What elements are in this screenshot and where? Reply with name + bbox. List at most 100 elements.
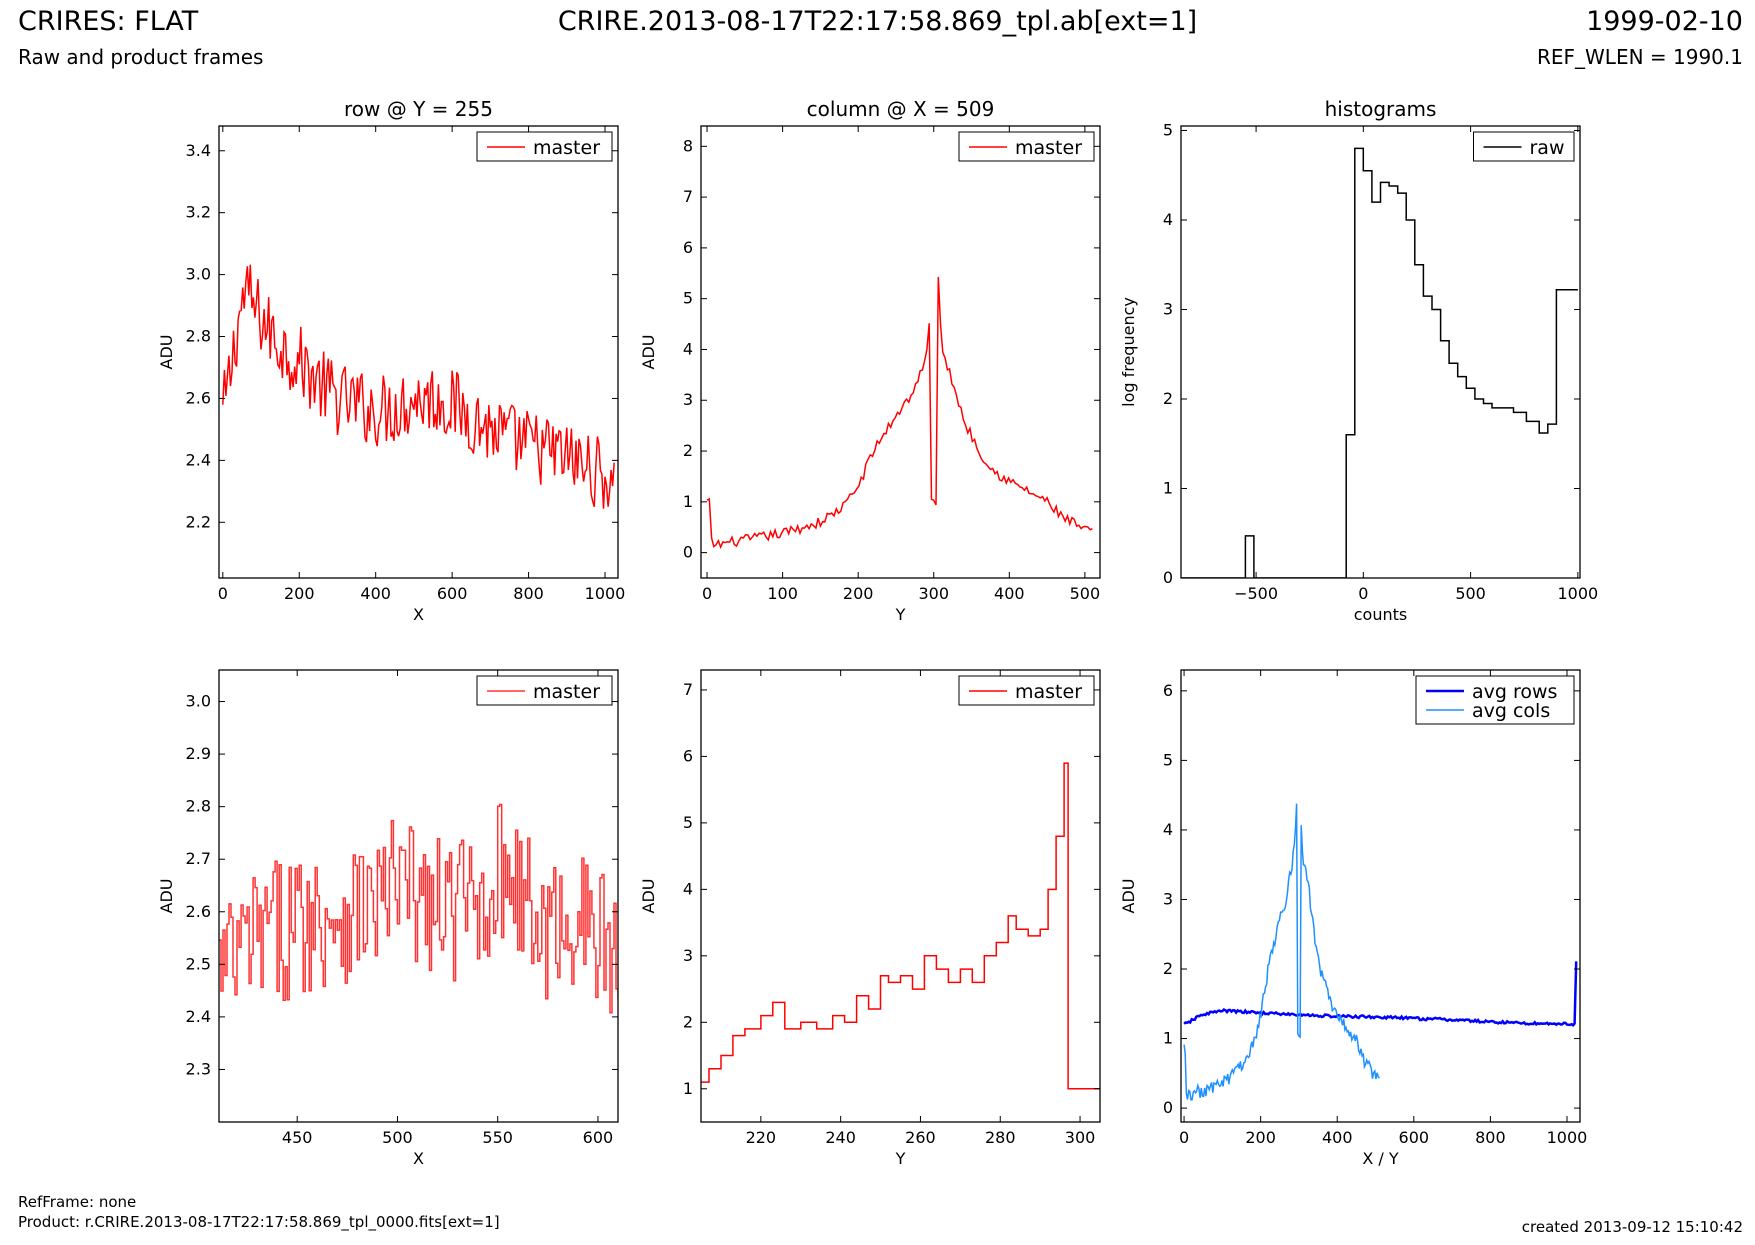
- chart-title: column @ X = 509: [807, 97, 995, 121]
- chart-averages: 0 200 400 600 800 1000 0 1 2 3 4 5 6 X / Y ADU avg rows…: [1119, 669, 1588, 1168]
- y-axis-label: ADU: [639, 335, 658, 370]
- x-tick-label: 400: [1322, 1128, 1353, 1147]
- y-tick-label: 5: [1163, 120, 1173, 139]
- x-tick-label: 200: [1245, 1128, 1276, 1147]
- y-tick-label: 5: [1163, 750, 1173, 769]
- legend-label: master: [1015, 137, 1082, 159]
- series-line-raw: [1181, 147, 1578, 578]
- y-tick-label: 3.0: [186, 692, 211, 711]
- y-tick-label: 6: [683, 746, 693, 765]
- y-tick-label: 3: [1163, 889, 1173, 908]
- y-tick-label: 2.7: [186, 849, 211, 868]
- chart-row_zoom: 450 500 550 600 2.3 2.4 2.5 2.6 2.7 2.8 2.9 3.0 X ADU…: [157, 669, 619, 1168]
- legend-label: master: [1015, 681, 1082, 703]
- y-tick-label: 6: [1163, 681, 1173, 700]
- y-tick-label: 1: [683, 492, 693, 511]
- y-tick-label: 2.3: [186, 1059, 211, 1078]
- series-line-avg-cols: [1183, 803, 1380, 1101]
- series-line-master: [706, 276, 1093, 550]
- y-tick-label: 0: [1163, 1098, 1173, 1117]
- x-tick-label: 100: [767, 584, 798, 603]
- axes-frame: [218, 125, 619, 579]
- x-tick-label: 260: [905, 1128, 936, 1147]
- y-axis-label: ADU: [639, 879, 658, 914]
- y-tick-label: 2: [1163, 389, 1173, 408]
- y-tick-label: 4: [683, 339, 693, 358]
- axes-frame: [700, 125, 1101, 579]
- axes-frame: [1180, 125, 1581, 579]
- x-tick-label: 400: [994, 584, 1025, 603]
- x-tick-label: 450: [282, 1128, 313, 1147]
- y-tick-label: 0: [1163, 568, 1173, 587]
- chart-title: histograms: [1325, 97, 1437, 121]
- x-axis-label: X / Y: [1362, 1149, 1399, 1168]
- x-tick-label: 0: [1358, 584, 1368, 603]
- axes-frame: [1180, 669, 1581, 1123]
- y-tick-label: 3.2: [186, 203, 211, 222]
- y-tick-label: 2.4: [186, 450, 211, 469]
- x-tick-label: 300: [1065, 1128, 1096, 1147]
- y-tick-label: 1: [1163, 1029, 1173, 1048]
- y-tick-label: 2: [683, 441, 693, 460]
- y-tick-label: 2.6: [186, 902, 211, 921]
- x-tick-label: 0: [218, 584, 228, 603]
- y-tick-label: 7: [683, 187, 693, 206]
- y-tick-label: 2: [1163, 959, 1173, 978]
- x-tick-label: 600: [1399, 1128, 1430, 1147]
- x-axis-label: X: [413, 1149, 424, 1168]
- x-tick-label: 200: [284, 584, 315, 603]
- series-line-master: [701, 762, 1100, 1090]
- y-tick-label: 2.9: [186, 744, 211, 763]
- x-tick-label: 500: [382, 1128, 413, 1147]
- y-tick-label: 8: [683, 136, 693, 155]
- chart-column_zoom: 220 240 260 280 300 1 2 3 4 5 6 7 Y ADU master: [639, 669, 1101, 1168]
- chart-title: row @ Y = 255: [344, 97, 493, 121]
- x-tick-label: 200: [843, 584, 874, 603]
- series-line-master: [222, 264, 615, 509]
- x-tick-label: 500: [1070, 584, 1101, 603]
- ref-frame-label: RefFrame: none: [18, 1193, 137, 1211]
- reference-wavelength: REF_WLEN = 1990.1: [1536, 45, 1743, 69]
- y-tick-label: 2.4: [186, 1007, 211, 1026]
- x-tick-label: 0: [1179, 1128, 1189, 1147]
- x-tick-label: 240: [825, 1128, 856, 1147]
- y-tick-label: 0: [683, 543, 693, 562]
- y-tick-label: 6: [683, 238, 693, 257]
- y-tick-label: 2.8: [186, 327, 211, 346]
- x-tick-label: 300: [918, 584, 949, 603]
- legend-box: [1415, 675, 1575, 725]
- page-subtitle: Raw and product frames: [18, 45, 264, 69]
- x-tick-label: 600: [583, 1128, 614, 1147]
- y-axis-label: log frequency: [1119, 297, 1138, 407]
- y-tick-label: 4: [1163, 210, 1173, 229]
- x-tick-label: 0: [702, 584, 712, 603]
- legend-label: avg rows: [1472, 681, 1557, 703]
- y-tick-label: 3: [683, 946, 693, 965]
- y-tick-label: 2: [683, 1012, 693, 1031]
- legend-label: master: [533, 137, 600, 159]
- x-tick-label: 550: [482, 1128, 513, 1147]
- x-tick-label: 280: [985, 1128, 1016, 1147]
- x-axis-label: counts: [1354, 605, 1407, 624]
- x-tick-label: 600: [437, 584, 468, 603]
- y-tick-label: 1: [683, 1079, 693, 1098]
- page-title: CRIRES: FLAT: [18, 6, 199, 37]
- y-axis-label: ADU: [157, 335, 176, 370]
- x-tick-label: 1000: [1547, 1128, 1588, 1147]
- y-tick-label: 5: [683, 813, 693, 832]
- product-label: Product: r.CRIRE.2013-08-17T22:17:58.869…: [18, 1213, 500, 1231]
- x-tick-label: −500: [1234, 584, 1278, 603]
- series-line-master: [219, 803, 618, 1014]
- y-tick-label: 7: [683, 680, 693, 699]
- x-tick-label: 1000: [1557, 584, 1598, 603]
- y-tick-label: 1: [1163, 478, 1173, 497]
- x-axis-label: Y: [895, 605, 906, 624]
- legend-box: [476, 131, 613, 162]
- legend-label: avg cols: [1472, 700, 1550, 722]
- x-tick-label: 800: [1475, 1128, 1506, 1147]
- chart-histogram: histograms −500 0 500 1000 0 1 2 3 4 5 counts log fr…: [1119, 97, 1598, 624]
- chart-column: column @ X = 509 0 100 200 300 400 500 0 1 2 3 4 5 6 7…: [639, 97, 1101, 624]
- y-tick-label: 2.8: [186, 797, 211, 816]
- x-tick-label: 1000: [585, 584, 626, 603]
- legend-label: master: [533, 681, 600, 703]
